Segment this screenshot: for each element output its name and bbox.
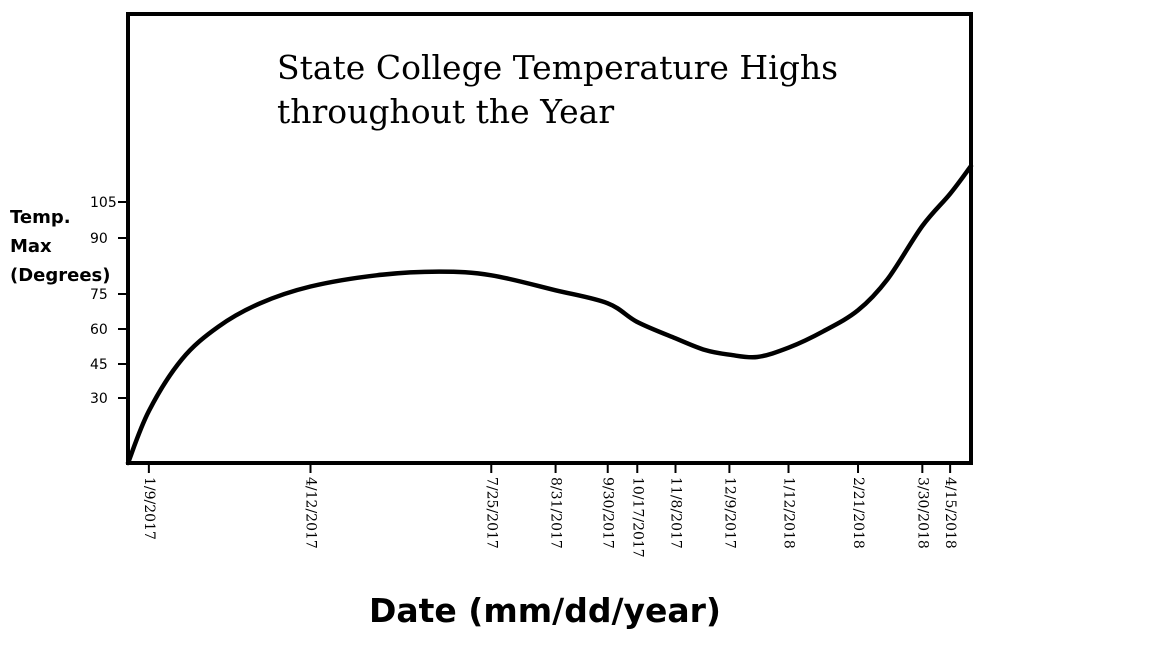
- y-tick-label: 105: [90, 195, 117, 211]
- x-tick-label: 1/9/2017: [141, 477, 157, 540]
- x-tick-label: 4/12/2017: [303, 477, 319, 549]
- y-tick-label: 45: [90, 357, 108, 373]
- x-axis-ticks: 1/9/2017 4/12/2017 7/25/2017 8/31/2017 9/30/…: [141, 463, 958, 558]
- x-tick-label: 10/17/2017: [629, 477, 645, 558]
- x-tick-label: 11/8/2017: [668, 477, 684, 549]
- x-tick-label: 2/21/2018: [850, 477, 866, 549]
- x-axis-label: Date (mm/dd/year): [369, 591, 721, 630]
- x-tick-label: 9/30/2017: [600, 477, 616, 549]
- x-tick-label: 1/12/2018: [780, 477, 796, 549]
- temperature-series-line: [125, 163, 974, 466]
- y-axis-label-line-3: (Degrees): [10, 265, 111, 286]
- y-tick-label: 60: [90, 322, 108, 338]
- x-tick-label: 3/30/2018: [914, 477, 930, 549]
- y-tick-label: 90: [90, 231, 108, 247]
- y-axis-label-line-1: Temp.: [10, 207, 71, 228]
- x-tick-label: 12/9/2017: [721, 477, 737, 549]
- x-tick-label: 4/15/2018: [942, 477, 958, 549]
- y-tick-label: 75: [90, 287, 108, 303]
- chart-title-line-1: State College Temperature Highs: [277, 48, 838, 87]
- y-axis-ticks: 105 90 75 60 45 30: [90, 195, 128, 407]
- y-tick-label: 30: [90, 391, 108, 407]
- chart-title-line-2: throughout the Year: [277, 92, 614, 131]
- x-tick-label: 8/31/2017: [548, 477, 564, 549]
- x-tick-label: 7/25/2017: [483, 477, 499, 549]
- y-axis-label-line-2: Max: [10, 236, 52, 257]
